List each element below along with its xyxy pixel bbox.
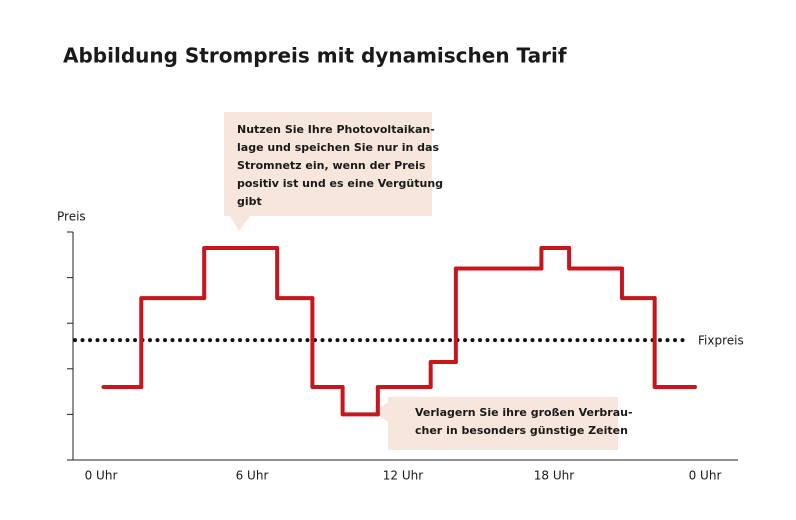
step-segment — [567, 245, 624, 271]
x-tick-label: 0 Uhr — [85, 469, 118, 483]
annotation-text: gibt — [237, 195, 262, 208]
annotation-box — [224, 112, 432, 216]
annotation-text: Nutzen Sie Ihre Photovoltaikan- — [237, 123, 435, 136]
step-segment — [202, 245, 280, 301]
annotation-text: Verlagern Sie ihre großen Verbrau- — [415, 406, 633, 419]
step-segment — [275, 245, 315, 301]
annotation-text: positiv ist und es eine Vergütung — [237, 177, 443, 190]
step-segment — [619, 266, 657, 301]
x-tick-label: 12 Uhr — [383, 469, 423, 483]
chart-title: Abbildung Strompreis mit dynamischen Tar… — [63, 44, 567, 68]
step-segment — [539, 245, 572, 271]
reference-label: Fixpreis — [698, 334, 744, 348]
annotation-pointer — [230, 216, 250, 231]
step-segment — [310, 296, 345, 390]
step-segment — [139, 296, 207, 390]
annotation-box — [388, 397, 618, 450]
step-segment — [340, 385, 380, 417]
y-axis-label: Preis — [57, 210, 86, 224]
x-tick-label: 6 Uhr — [236, 469, 269, 483]
annotation-text: Stromnetz ein, wenn der Preis — [237, 159, 426, 172]
step-segment — [652, 296, 697, 390]
x-tick-label: 18 Uhr — [534, 469, 574, 483]
x-tick-label: 0 Uhr — [689, 469, 722, 483]
step-segment — [453, 266, 544, 364]
step-segment — [428, 359, 458, 390]
step-segment — [375, 385, 433, 417]
annotation-text: lage und speichen Sie nur in das — [237, 141, 439, 154]
annotation-text: cher in besonders günstige Zeiten — [415, 424, 628, 437]
annotation-pointer — [374, 402, 388, 422]
